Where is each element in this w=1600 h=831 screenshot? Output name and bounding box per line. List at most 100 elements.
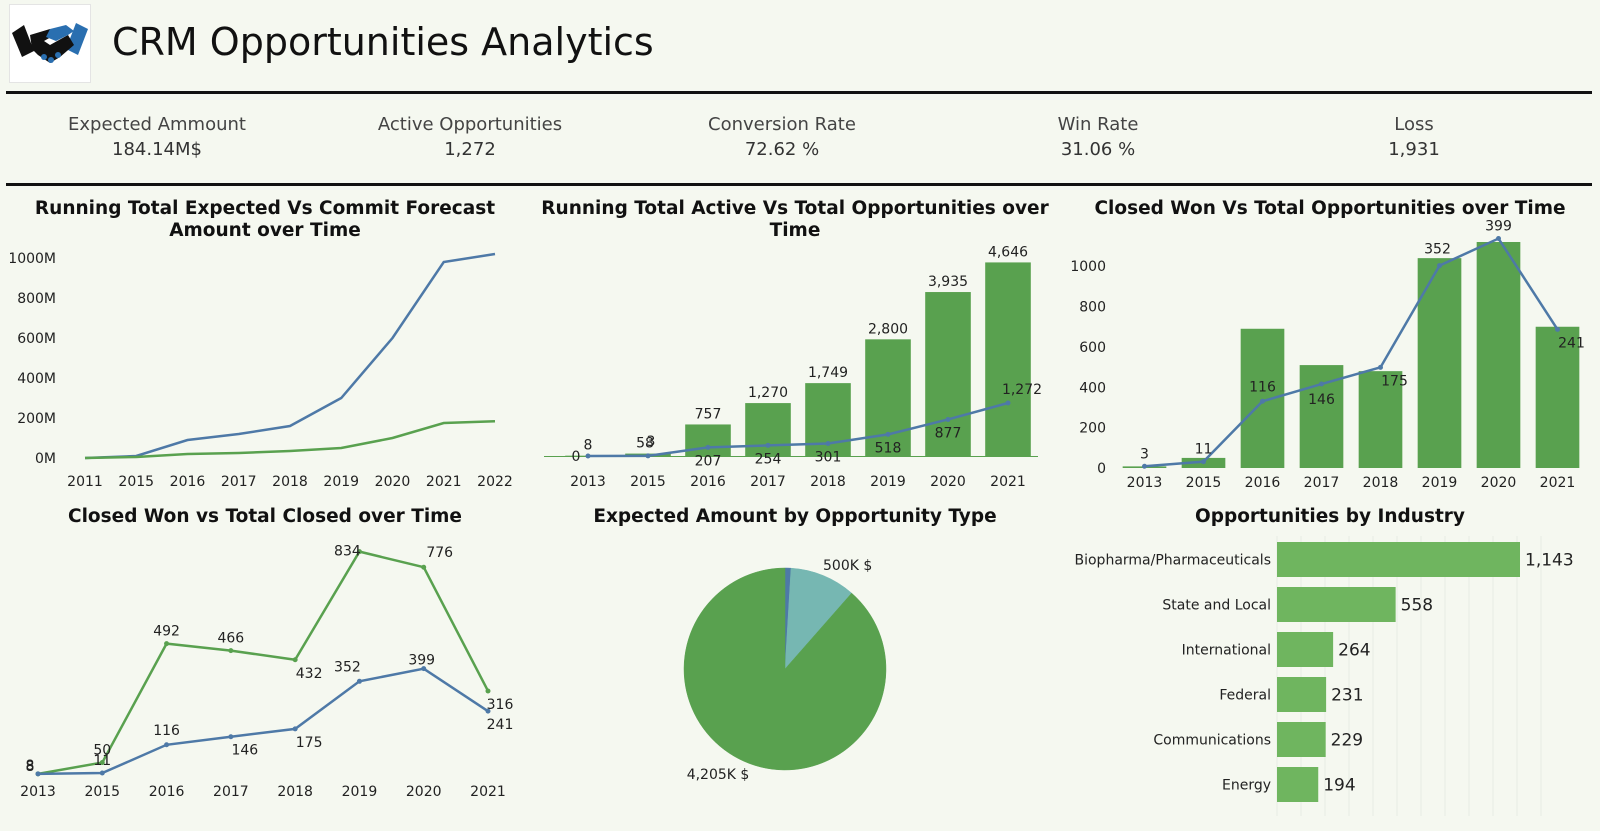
x-tick-label: 2016 (690, 474, 726, 490)
line-value-label: 352 (1424, 242, 1451, 258)
chart-by-industry-plot: Biopharma/Pharmaceuticals 1,143 State and … (1075, 536, 1574, 816)
bar (1358, 371, 1403, 468)
line-value-label: 241 (1558, 335, 1585, 351)
line-point (485, 708, 491, 714)
x-tick-label: 2017 (221, 474, 257, 490)
line-point (356, 549, 362, 555)
line-value-label: 776 (426, 545, 453, 561)
x-tick-label: 2020 (375, 474, 411, 490)
bar-value-label: 2,800 (868, 321, 908, 337)
bar-value-label: 229 (1331, 731, 1363, 751)
bar (745, 403, 791, 456)
chart-title: Closed Won Vs Total Opportunities over T… (1094, 198, 1566, 219)
line-point (421, 564, 427, 570)
bar-value-label: 231 (1331, 686, 1363, 706)
chart-amount-by-type-plot: 500K $ 4,205K $ (683, 558, 887, 783)
y-tick-label: 1000 (1070, 259, 1106, 275)
line-value-label: 3 (1140, 446, 1149, 462)
pie-slice (683, 567, 887, 771)
kpi-expected-amount: Expected Ammount 184.14M$ (27, 114, 287, 160)
line-point (585, 453, 591, 459)
line-value-label: 116 (1249, 379, 1276, 395)
x-tick-label: 2015 (630, 474, 666, 490)
page-title: CRM Opportunities Analytics (112, 20, 654, 64)
y-tick-label: 600 (1079, 340, 1106, 356)
bar-value-label: 1,749 (808, 365, 848, 381)
kpi-conversion-rate: Conversion Rate 72.62 % (652, 114, 912, 160)
x-tick-label: 2015 (1186, 475, 1222, 491)
header: CRM Opportunities Analytics (0, 0, 1600, 90)
y-tick-label: 200M (17, 411, 56, 427)
y-tick-label: 600M (17, 331, 56, 347)
x-tick-label: 2013 (570, 474, 606, 490)
chart-closed-won-vs-total: Closed Won Vs Total Opportunities over T… (1070, 198, 1590, 498)
kpi-divider (6, 183, 1592, 186)
category-label: Communications (1153, 733, 1271, 749)
bar-value-label: 1,270 (748, 385, 788, 401)
bar (1277, 677, 1327, 712)
line-value-label: 241 (487, 717, 514, 733)
x-tick-label: 2019 (342, 784, 378, 800)
bar-value-label: 3,935 (928, 274, 968, 290)
chart-expected-vs-commit: Running Total Expected Vs Commit Forecas… (8, 198, 520, 498)
bar-value-label: 558 (1401, 596, 1433, 616)
x-tick-label: 2011 (67, 474, 103, 490)
x-tick-label: 2016 (170, 474, 206, 490)
line-point (645, 453, 651, 459)
line-value-label: 254 (755, 451, 782, 467)
chart-closed-won-vs-total-plot: 0 200 400 600 800 1000 3 11 116 146 175 352 399 241 20… (1070, 219, 1585, 491)
kpi-value: 1,931 (1388, 139, 1440, 160)
line-point (99, 770, 105, 776)
x-tick-label: 2020 (1481, 475, 1517, 491)
line-point (164, 641, 170, 647)
chart-closed-won-vs-closed: Closed Won vs Total Closed over Time 8 50… (10, 506, 520, 824)
line-value-label: 301 (815, 449, 842, 465)
x-tick-label: 2013 (1127, 475, 1163, 491)
line-point (1260, 398, 1265, 404)
line-point (1437, 263, 1442, 269)
x-tick-label: 2020 (930, 474, 966, 490)
bar (1277, 542, 1520, 577)
kpi-label: Loss (1394, 114, 1434, 135)
x-tick-label: 2021 (990, 474, 1026, 490)
line-value-label: 1,272 (1002, 382, 1042, 398)
line-point (1142, 463, 1147, 469)
chart-amount-by-type: Expected Amount by Opportunity Type 500K… (540, 506, 1050, 824)
kpi-active-opportunities: Active Opportunities 1,272 (340, 114, 600, 160)
x-tick-label: 2017 (1304, 475, 1340, 491)
bar (985, 262, 1031, 456)
x-tick-label: 2018 (277, 784, 313, 800)
kpi-label: Active Opportunities (377, 114, 563, 135)
line-point (164, 742, 170, 748)
x-tick-label: 2015 (118, 474, 154, 490)
x-tick-label: 2016 (149, 784, 185, 800)
x-tick-label: 2019 (1422, 475, 1458, 491)
bar-value-label: 194 (1323, 776, 1355, 796)
y-tick-label: 0 (1097, 461, 1106, 477)
pie-slice-label: 500K $ (823, 558, 872, 574)
line-value-label: 432 (296, 666, 323, 682)
line-value-label: 352 (334, 659, 361, 675)
kpi-label: Expected Ammount (68, 114, 246, 135)
line-point (228, 734, 234, 740)
kpi-label: Win Rate (1057, 114, 1139, 135)
chart-title: Expected Amount by Opportunity Type (593, 506, 997, 527)
x-tick-label: 2018 (1363, 475, 1399, 491)
chart-active-vs-total: Running Total Active Vs Total Opportunit… (540, 198, 1050, 498)
y-tick-label: 0M (35, 451, 56, 467)
x-tick-label: 2022 (477, 474, 513, 490)
x-tick-label: 2020 (406, 784, 442, 800)
line-value-label: 399 (408, 653, 435, 669)
bar-value-label: 264 (1338, 641, 1370, 661)
line-value-label: 492 (153, 624, 180, 640)
chart-title: Running Total Expected Vs Commit Forecas… (34, 198, 496, 241)
line-point (99, 760, 105, 766)
bar (1277, 722, 1326, 757)
line-value-label: 146 (1308, 392, 1335, 408)
x-tick-label: 2017 (750, 474, 786, 490)
chart-expected-vs-commit-plot: 0M 200M 400M 600M 800M 1000M 2011 2015 2016 2017 2… (8, 251, 513, 490)
line-value-label: 175 (296, 735, 323, 751)
line-point (1378, 364, 1383, 370)
y-tick-label: 800 (1079, 300, 1106, 316)
x-tick-label: 2017 (213, 784, 249, 800)
